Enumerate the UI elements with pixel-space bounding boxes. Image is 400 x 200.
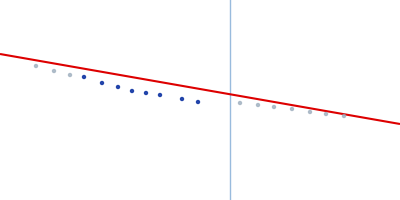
Point: [143, 91, 149, 95]
Point: [323, 112, 329, 116]
Point: [255, 103, 261, 107]
Point: [115, 85, 121, 89]
Point: [33, 64, 39, 68]
Point: [81, 75, 87, 79]
Point: [179, 97, 185, 101]
Point: [99, 81, 105, 85]
Point: [307, 110, 313, 114]
Point: [341, 114, 347, 118]
Point: [157, 93, 163, 97]
Point: [195, 100, 201, 104]
Point: [289, 107, 295, 111]
Point: [237, 101, 243, 105]
Point: [271, 105, 277, 109]
Point: [129, 89, 135, 93]
Point: [67, 73, 73, 77]
Point: [51, 69, 57, 73]
